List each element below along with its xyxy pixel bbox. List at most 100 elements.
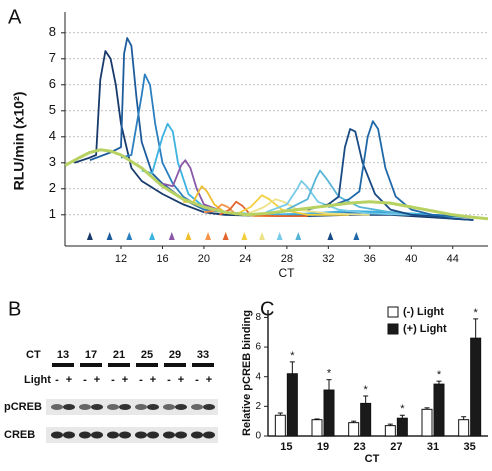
lane-bar [136,363,158,367]
y-tick-label: 1 [49,206,56,221]
blot-band [79,431,91,439]
bar [311,419,323,437]
blot-band [163,404,175,410]
lane-bar [164,363,186,367]
lane-bar [52,363,74,367]
significance-marker: * [327,368,332,380]
blot-band [191,431,203,439]
time-marker-arrow [106,232,113,240]
legend-swatch [387,323,399,335]
light-sign: - [55,374,59,386]
y-tick-label: 2 [49,180,56,195]
time-marker-arrow [126,232,133,240]
x-tick-label: 20 [198,253,210,265]
blot-band [203,431,215,439]
time-marker-arrow [276,232,283,240]
blot-band [79,404,91,410]
significance-marker: * [400,403,405,415]
light-sign: - [111,374,115,386]
blot-band [119,404,131,410]
line-series [327,120,474,219]
blot-background [46,399,218,415]
bar [384,425,396,437]
line-series [234,194,350,216]
significance-marker: * [437,369,442,381]
line-series [245,198,370,216]
bar [360,402,372,437]
line-series [286,169,474,219]
light-sign: + [94,374,100,386]
time-marker-arrow [185,232,192,240]
x-tick-label: 12 [115,253,127,265]
panel-label: B [8,298,21,320]
blot-row-label: pCREB [4,401,42,413]
line-series [120,73,453,219]
ct-value: 33 [197,349,209,361]
light-sign: + [66,374,72,386]
significance-marker: * [290,350,295,362]
light-sign: - [83,374,87,386]
y-tick-label: 0 [255,431,261,442]
light-sign: - [167,374,171,386]
x-tick-label: 44 [447,253,459,265]
bar [458,419,470,437]
blot-band [191,404,203,410]
time-marker-arrow [258,232,265,240]
x-tick-label: 35 [464,441,476,453]
x-tick-label: 23 [354,441,366,453]
y-tick-label: 4 [49,128,56,143]
light-sign: + [150,374,156,386]
lane-bar [108,363,130,367]
blot-band [135,404,147,410]
ct-label: CT [26,349,41,361]
bar [286,373,298,437]
x-tick-label: 32 [322,253,334,265]
blot-band [91,431,103,439]
legend-label: (+) Light [403,323,447,335]
blot-band [63,404,75,410]
time-marker-arrow [222,232,229,240]
x-tick-label: 31 [427,441,439,453]
lane-bar [192,363,214,367]
y-tick-label: 6 [49,76,56,91]
legend-swatch [387,306,399,318]
blot-band [91,404,103,410]
time-marker-arrow [327,232,334,240]
blot-background [46,427,218,443]
blot-band [51,404,63,410]
blot-band [119,431,131,439]
y-tick-label: 2 [255,401,261,412]
bar [433,383,445,437]
light-sign: + [206,374,212,386]
blot-row-label: CREB [4,429,35,441]
ct-value: 13 [57,349,69,361]
y-tick-label: 5 [49,102,56,117]
ct-value: 21 [113,349,125,361]
light-sign: + [122,374,128,386]
significance-marker: * [364,384,369,396]
x-axis-label: CT [365,453,380,465]
blot-band [63,431,75,439]
line-series [219,200,308,217]
panel-label: A [8,6,22,28]
y-axis-label: RLU/min (x10²) [11,92,27,191]
bar [323,389,335,437]
legend-label: (-) Light [403,306,444,318]
time-marker-arrow [168,232,175,240]
line-series [65,148,488,221]
y-tick-label: 4 [255,371,261,382]
blot-band [51,431,63,439]
time-marker-arrow [86,232,93,240]
x-tick-label: 36 [364,253,376,265]
bar [470,337,482,437]
y-axis-label: Relative pCREB binding [241,310,253,436]
bar [421,408,433,437]
bar [396,417,408,437]
light-sign: + [178,374,184,386]
light-sign: - [195,374,199,386]
x-tick-label: 19 [317,441,329,453]
series-group [65,37,488,221]
line-series [89,37,474,219]
ct-value: 17 [85,349,97,361]
